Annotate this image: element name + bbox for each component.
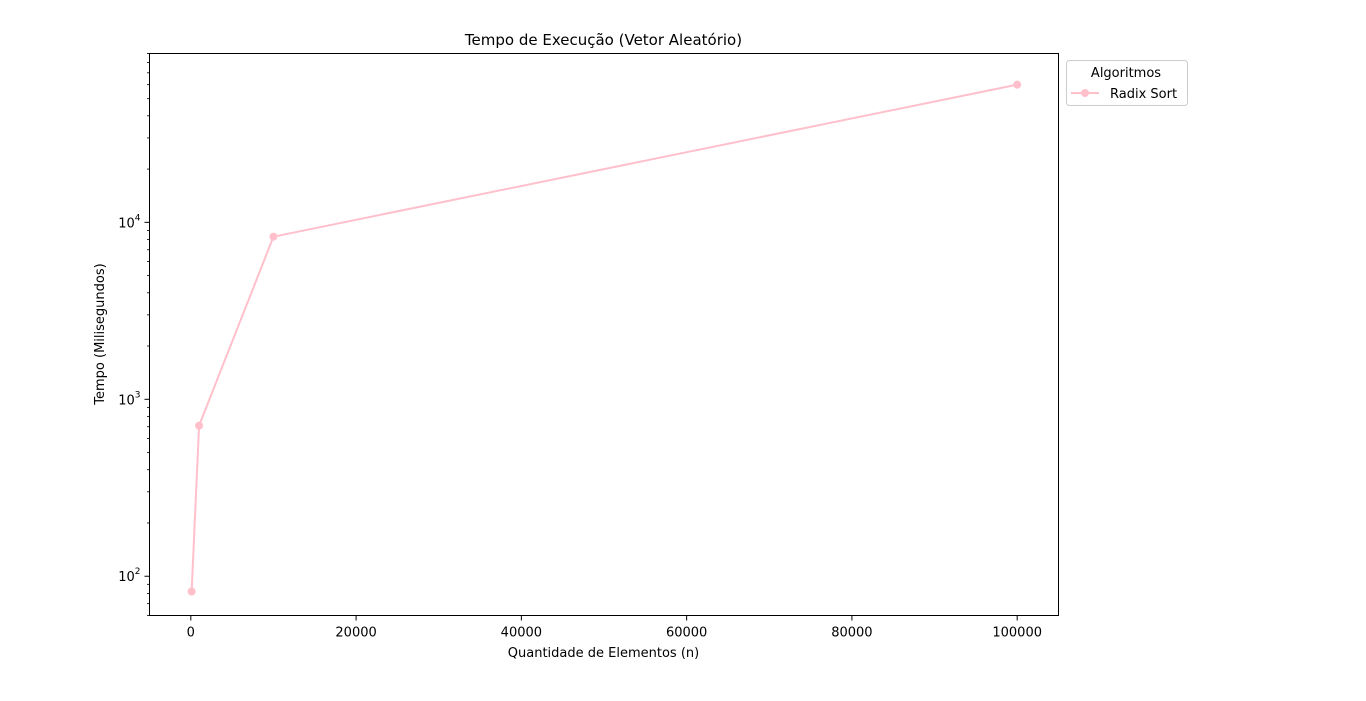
data-point-radix-sort (269, 232, 278, 241)
y-tick-label: 102 (118, 567, 140, 585)
x-tick-label: 100000 (992, 626, 1042, 641)
x-axis-ticks: 0 20000 40000 60000 80000 100000 (187, 615, 1042, 641)
data-point-radix-sort (187, 587, 196, 596)
legend-marker-radix-sort (1081, 89, 1089, 97)
x-tick-label: 40000 (501, 626, 542, 641)
x-tick-label: 60000 (666, 626, 707, 641)
series-layer (187, 80, 1022, 596)
y-axis-ticks: 102 103 104 (118, 213, 150, 585)
legend: Algoritmos Radix Sort (1066, 60, 1188, 106)
plot-area (149, 53, 1059, 616)
y-tick-label: 104 (118, 213, 141, 231)
chart-title: Tempo de Execução (Vetor Aleatório) (464, 31, 742, 49)
legend-box (1066, 60, 1188, 106)
x-tick-label: 20000 (335, 626, 376, 641)
x-tick-label: 80000 (831, 626, 872, 641)
x-axis-label: Quantidade de Elementos (n) (508, 646, 699, 661)
legend-title: Algoritmos (1091, 66, 1161, 81)
x-tick-label: 0 (187, 626, 195, 641)
plot-frame (149, 53, 1059, 616)
plot-background (149, 53, 1059, 616)
y-tick-label: 103 (118, 390, 140, 408)
data-point-radix-sort (195, 421, 204, 430)
data-point-radix-sort (1013, 80, 1022, 89)
series-line-radix-sort (190, 83, 1018, 592)
legend-label-radix-sort: Radix Sort (1110, 87, 1177, 102)
y-axis-label: Tempo (Milisegundos) (93, 263, 108, 405)
